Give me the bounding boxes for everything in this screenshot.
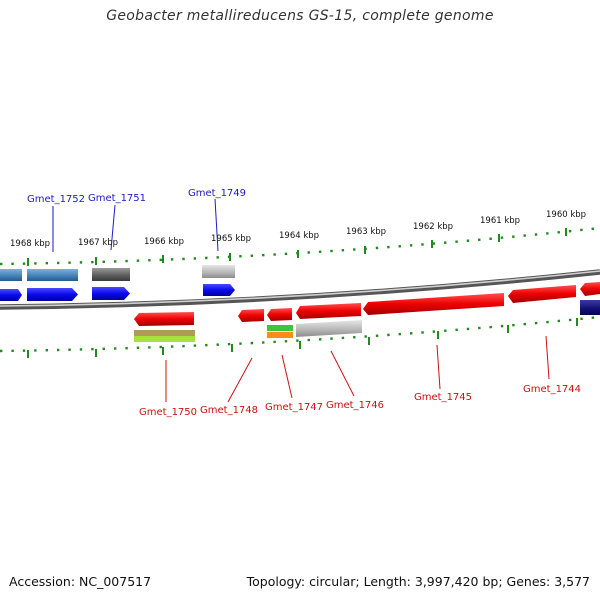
gene-arrow-rev-1745[interactable] xyxy=(363,293,504,315)
gene-feature-gmet-1750-band2[interactable] xyxy=(134,336,195,342)
gene-feature-dark-edge[interactable] xyxy=(580,300,600,315)
leader-gmet-1749 xyxy=(214,198,219,252)
accession-label: Accession: NC_007517 xyxy=(9,574,152,589)
gene-feature-gmet-1752-pale[interactable] xyxy=(0,269,22,281)
leader-gmet-1746 xyxy=(330,350,355,397)
gene-feature-gmet-1747-orange[interactable] xyxy=(267,332,293,338)
gene-label-gmet-1752[interactable]: Gmet_1752 xyxy=(27,194,85,205)
gene-arrow-fwd-c[interactable] xyxy=(92,287,130,300)
gene-arrow-rev-1750[interactable] xyxy=(134,312,194,326)
tick-label-1966: 1966 kbp xyxy=(144,237,184,247)
tick-label-1960: 1960 kbp xyxy=(546,210,586,220)
gene-feature-gmet-1749-pale[interactable] xyxy=(202,265,235,278)
gene-arrow-fwd-b[interactable] xyxy=(27,288,78,301)
gene-arrow-rev-1744[interactable] xyxy=(508,285,576,303)
gene-label-gmet-1747[interactable]: Gmet_1747 xyxy=(265,402,323,413)
gene-feature-gmet-1751[interactable] xyxy=(92,268,130,281)
genome-backbone xyxy=(0,269,600,310)
gene-arrow-rev-1747[interactable] xyxy=(267,308,292,321)
gene-label-gmet-1744[interactable]: Gmet_1744 xyxy=(523,384,581,395)
leader-gmet-1745 xyxy=(436,344,441,390)
gene-label-gmet-1746[interactable]: Gmet_1746 xyxy=(326,400,384,411)
gene-label-gmet-1748[interactable]: Gmet_1748 xyxy=(200,405,258,416)
leader-gmet-1744 xyxy=(545,335,550,380)
leader-gmet-1747 xyxy=(281,354,293,399)
gene-label-gmet-1745[interactable]: Gmet_1745 xyxy=(414,392,472,403)
gene-label-gmet-1750[interactable]: Gmet_1750 xyxy=(139,407,197,418)
gene-arrow-rev-1746[interactable] xyxy=(296,303,361,319)
tick-label-1962: 1962 kbp xyxy=(413,222,453,232)
tick-label-1961: 1961 kbp xyxy=(480,216,520,226)
gene-arrow-rev-1748[interactable] xyxy=(238,309,264,322)
tick-label-1965: 1965 kbp xyxy=(211,234,251,244)
tick-label-1963: 1963 kbp xyxy=(346,227,386,237)
gene-feature-gmet-1752[interactable] xyxy=(27,269,78,281)
gene-arrow-fwd-d[interactable] xyxy=(203,284,235,296)
tick-label-1964: 1964 kbp xyxy=(279,231,319,241)
gene-label-gmet-1751[interactable]: Gmet_1751 xyxy=(88,193,146,204)
gene-feature-gmet-1747-green[interactable] xyxy=(267,325,293,331)
page-title: Geobacter metallireducens GS-15, complet… xyxy=(106,8,494,24)
scale-upper-ticks xyxy=(27,228,567,266)
topology-summary: Topology: circular; Length: 3,997,420 bp… xyxy=(246,574,590,589)
leader-gmet-1748 xyxy=(227,357,253,403)
scale-lower-ticks xyxy=(27,318,578,358)
gene-feature-gmet-1746-pale[interactable] xyxy=(296,320,362,337)
gene-feature-gmet-1750-band[interactable] xyxy=(134,330,195,336)
leader-gmet-1751 xyxy=(110,204,116,251)
gene-label-gmet-1749[interactable]: Gmet_1749 xyxy=(188,188,246,199)
gene-arrow-fwd-a[interactable] xyxy=(0,289,22,301)
tick-label-1968: 1968 kbp xyxy=(10,239,50,249)
gene-arrow-rev-1743[interactable] xyxy=(580,282,600,296)
tick-label-1967: 1967 kbp xyxy=(78,238,118,248)
